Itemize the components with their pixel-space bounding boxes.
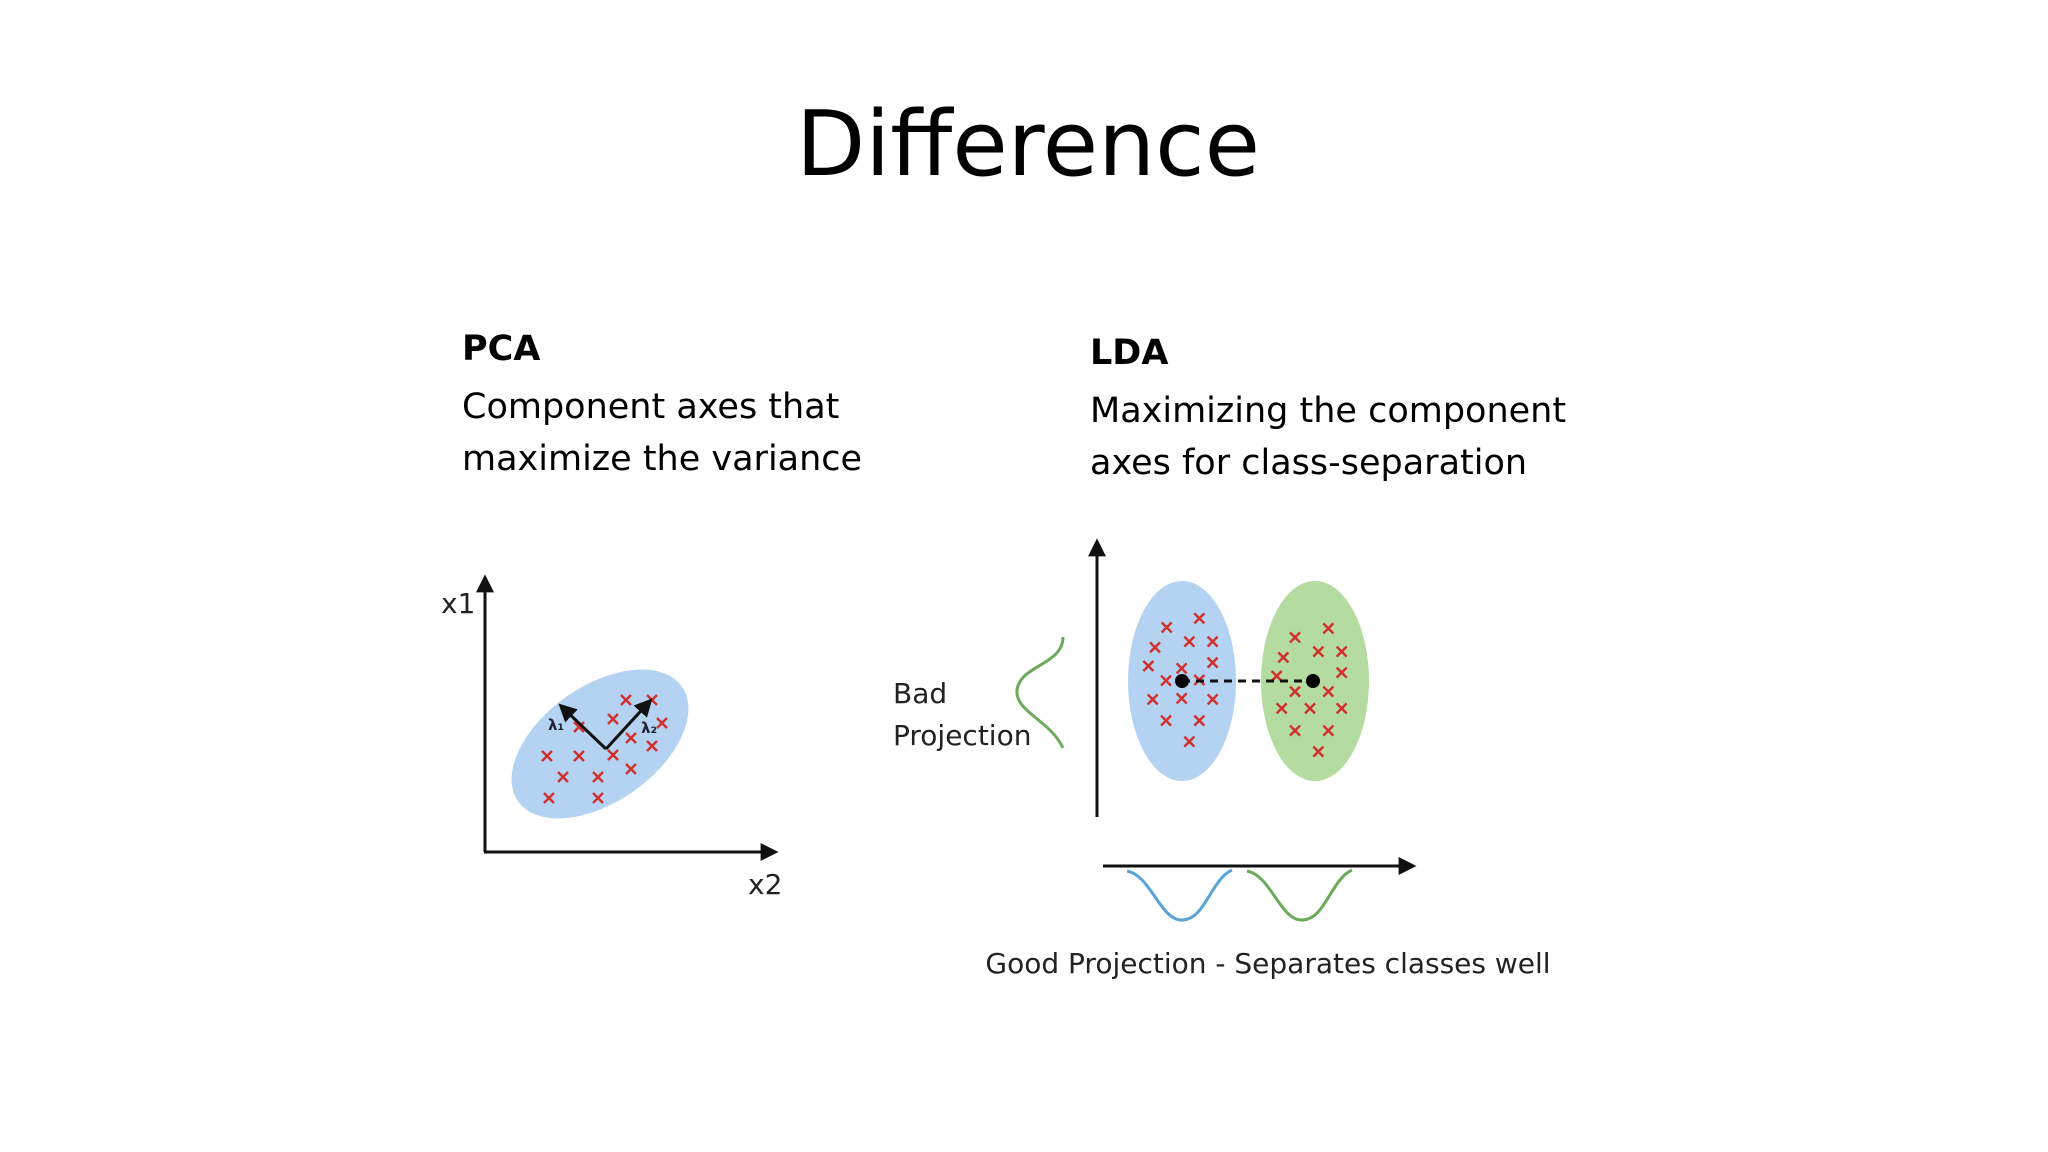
lda-class-1-mean (1175, 674, 1189, 688)
cross-marker (573, 750, 585, 762)
cross-marker (1270, 670, 1283, 682)
cross-marker (1289, 631, 1301, 644)
pca-description-line-2: maximize the variance (462, 439, 862, 479)
cross-marker (541, 750, 553, 762)
lda-data-points (1142, 612, 1348, 758)
cross-marker (1277, 651, 1290, 664)
bad-projection-label-line-1: Bad (893, 677, 947, 710)
bad-projection-curve (1015, 636, 1065, 749)
cross-marker (1275, 702, 1288, 715)
cross-marker (592, 771, 604, 783)
cross-marker (1304, 702, 1316, 715)
cross-marker (620, 694, 632, 706)
pca-eigenvector-1-arrow (558, 703, 608, 751)
cross-marker (1312, 645, 1325, 658)
pca-diagram: x1 x2 λ₁ λ₂ (441, 574, 782, 901)
lda-description-line-2: axes for class-separation (1090, 443, 1527, 483)
cross-marker (1322, 622, 1335, 635)
cross-marker (573, 721, 585, 733)
cross-marker (646, 740, 658, 752)
bad-projection-label-line-2: Projection (893, 719, 1031, 752)
cross-marker (1183, 635, 1196, 648)
good-projection-class-1-curve (1126, 868, 1233, 922)
pca-lambda-2-label: λ₂ (641, 719, 657, 737)
cross-marker (1193, 612, 1206, 625)
cross-marker (656, 717, 668, 729)
pca-x-axis-label: x2 (748, 868, 782, 901)
cross-marker (1149, 641, 1161, 654)
cross-marker (1335, 702, 1348, 715)
cross-marker (1146, 693, 1159, 706)
pca-heading: PCA (462, 329, 540, 369)
cross-marker (1160, 714, 1172, 727)
lda-class-2-mean (1306, 674, 1320, 688)
pca-eigenvector-2-arrow (604, 698, 653, 751)
cross-marker (557, 771, 569, 783)
pca-y-axis-label: x1 (441, 587, 475, 620)
cross-marker (1160, 674, 1172, 687)
good-projection-class-2-curve (1246, 868, 1353, 922)
cross-marker (1289, 685, 1301, 698)
cross-marker (1322, 685, 1335, 698)
cross-marker (1335, 645, 1348, 658)
lda-diagram: Bad Projection Good Projection - Separat… (893, 538, 1551, 980)
cross-marker (1160, 621, 1173, 634)
cross-marker (607, 749, 619, 761)
cross-marker (625, 763, 637, 775)
cross-marker (592, 792, 604, 804)
cross-marker (625, 732, 637, 744)
cross-marker (607, 713, 619, 725)
cross-marker (1206, 656, 1219, 669)
cross-marker (1175, 662, 1188, 675)
cross-marker (1312, 745, 1325, 758)
cross-marker (1142, 660, 1155, 672)
pca-description-line-1: Component axes that (462, 387, 839, 427)
pca-data-points (541, 694, 668, 804)
cross-marker (1206, 693, 1219, 706)
lda-description-line-1: Maximizing the component (1090, 391, 1566, 431)
cross-marker (1193, 714, 1206, 727)
cross-marker (1322, 724, 1335, 737)
good-projection-caption: Good Projection - Separates classes well (985, 947, 1550, 980)
cross-marker (1175, 692, 1188, 705)
lda-heading: LDA (1090, 333, 1168, 373)
cross-marker (543, 792, 555, 804)
cross-marker (1206, 635, 1219, 648)
cross-marker (1289, 724, 1301, 737)
slide-title: Difference (796, 92, 1260, 197)
cross-marker (1183, 735, 1196, 748)
cross-marker (1335, 666, 1348, 679)
pca-lambda-1-label: λ₁ (548, 716, 564, 734)
